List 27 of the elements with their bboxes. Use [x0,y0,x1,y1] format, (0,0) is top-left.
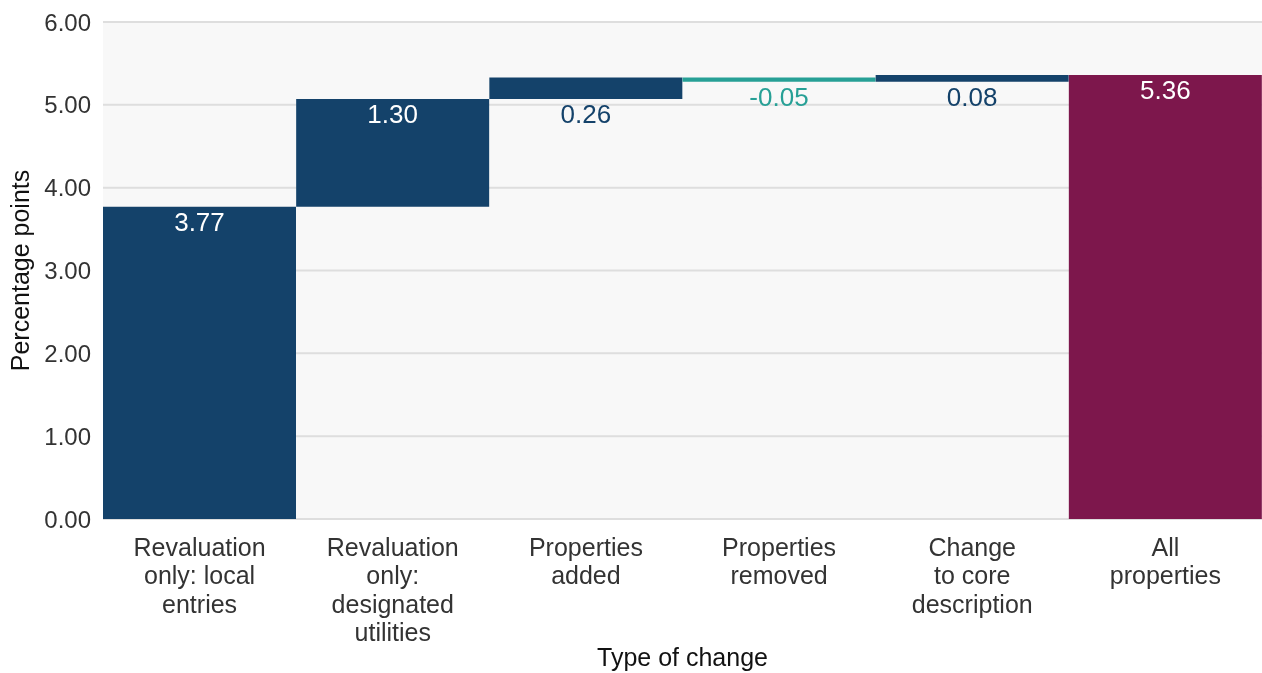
data-label: 5.36 [1140,75,1191,106]
y-tick-label: 0.00 [44,505,91,533]
bar [489,77,683,100]
y-tick-label: 1.00 [44,422,91,450]
data-label: 0.08 [946,81,998,112]
bar [875,75,1069,82]
bar [682,77,876,82]
x-tick-label: All properties [1109,532,1221,589]
y-tick-label: 5.00 [44,91,91,119]
y-tick-label: 2.00 [44,339,91,367]
y-tick-label: 6.00 [44,8,91,36]
x-tick-label: Properties removed [722,532,837,589]
data-label: 1.30 [367,99,418,130]
x-axis-title: Type of change [597,643,768,671]
x-tick-label: Change to core description [911,532,1033,618]
bar [296,99,490,207]
bar [1068,75,1262,519]
x-tick-label: Properties added [528,532,643,589]
x-tick-label: Revaluation only: designated utilities [326,532,459,646]
data-label: -0.05 [749,81,809,112]
data-label: 0.26 [560,99,612,130]
y-tick-label: 3.00 [44,257,91,285]
data-label: 3.77 [174,206,225,237]
x-tick-label: Revaluation only: local entries [133,532,266,618]
y-tick-label: 4.00 [44,174,91,202]
y-axis-title: Percentage points [6,169,34,372]
bar [103,206,296,519]
